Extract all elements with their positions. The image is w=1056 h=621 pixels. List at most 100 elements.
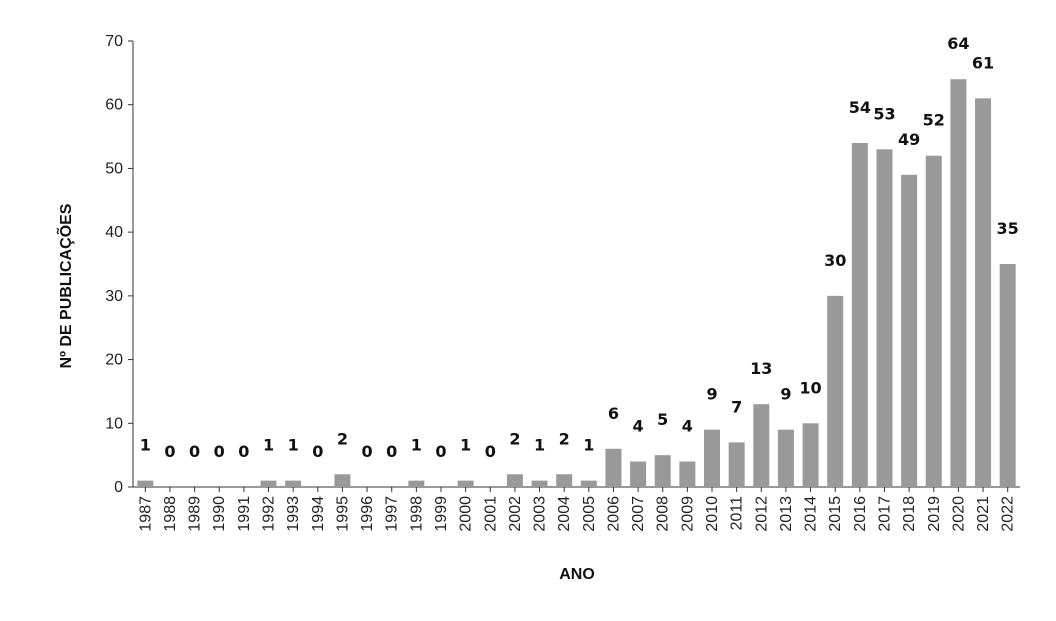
data-label: 4 [682, 417, 693, 436]
x-tick-label: 1996 [359, 496, 376, 532]
data-label: 10 [799, 378, 821, 397]
y-tick-label: 60 [105, 97, 123, 114]
x-tick-label: 1993 [285, 496, 302, 532]
bar [556, 474, 573, 487]
bar [408, 480, 425, 487]
x-tick-label: 2006 [605, 496, 622, 532]
y-axis: 0 10 20 30 40 50 60 70 [105, 33, 134, 496]
y-tick-label: 20 [105, 352, 123, 369]
data-label: 2 [559, 429, 570, 448]
x-tick-label: 2019 [926, 496, 943, 532]
bar [679, 461, 696, 487]
data-label: 4 [633, 417, 644, 436]
x-tick-label: 1997 [384, 496, 401, 532]
data-label: 1 [534, 436, 545, 455]
bars [137, 79, 1016, 488]
data-label: 52 [923, 111, 945, 130]
data-label: 13 [750, 359, 772, 378]
bar [901, 174, 918, 488]
x-tick-label: 2013 [778, 496, 795, 532]
bar [704, 429, 721, 487]
data-label: 1 [411, 436, 422, 455]
bar [753, 404, 770, 487]
bar [630, 461, 647, 487]
x-tick-label: 2008 [655, 496, 672, 532]
data-label: 7 [731, 397, 742, 416]
y-axis-title: Nº DE PUBLICAÇÕES [55, 203, 75, 368]
x-tick-label: 1990 [211, 496, 228, 532]
x-tick-label: 2004 [556, 496, 573, 532]
x-tick-label: 2012 [753, 496, 770, 532]
x-tick-label: 2003 [532, 496, 549, 532]
x-tick-label: 2009 [679, 496, 696, 532]
x-tick-label: 2018 [901, 496, 918, 532]
data-label: 0 [214, 442, 225, 461]
x-tick-label: 1991 [236, 496, 253, 532]
x-tick-label: 2015 [827, 496, 844, 532]
x-tick-label: 1994 [310, 496, 327, 532]
bar [334, 474, 351, 487]
data-label: 1 [140, 436, 151, 455]
y-tick-label: 50 [105, 160, 123, 177]
data-label: 0 [164, 442, 175, 461]
data-label: 30 [824, 251, 846, 270]
data-label: 0 [238, 442, 249, 461]
x-axis-title: ANO [559, 566, 595, 583]
data-label: 0 [361, 442, 372, 461]
x-axis: 1987 1988 1989 1990 1991 1992 1993 1994 1995 1996… [133, 486, 1020, 532]
data-label: 9 [780, 385, 791, 404]
data-label: 9 [706, 385, 717, 404]
data-label: 49 [898, 130, 920, 149]
x-tick-label: 2017 [876, 496, 893, 532]
data-label: 5 [657, 410, 668, 429]
x-tick-label: 2010 [704, 496, 721, 532]
y-tick-label: 30 [105, 288, 123, 305]
x-tick-label: 2007 [630, 496, 647, 532]
x-tick-label: 1992 [261, 496, 278, 532]
bar [950, 79, 967, 487]
data-label: 0 [189, 442, 200, 461]
x-tick-label: 2022 [1000, 496, 1017, 532]
data-label: 2 [509, 429, 520, 448]
bar [999, 264, 1016, 487]
data-label: 2 [337, 429, 348, 448]
data-label: 1 [583, 436, 594, 455]
data-label: 64 [947, 34, 969, 53]
bar [506, 474, 523, 487]
bar [975, 98, 992, 487]
bar [457, 480, 474, 487]
x-tick-label: 2001 [482, 496, 499, 532]
bar [777, 429, 794, 487]
bar [531, 480, 548, 487]
x-tick-label: 1999 [433, 496, 450, 532]
x-tick-label: 1989 [187, 496, 204, 532]
bar [260, 480, 277, 487]
x-tick-label: 2021 [975, 496, 992, 532]
bar [925, 155, 942, 487]
x-tick-label: 1998 [408, 496, 425, 532]
x-tick-label: 1987 [137, 496, 154, 532]
bar [580, 480, 597, 487]
y-tick-label: 0 [114, 479, 123, 496]
x-tick-label: 2014 [803, 496, 820, 532]
data-label: 53 [873, 104, 895, 123]
y-tick-label: 70 [105, 33, 123, 50]
x-tick-label: 1995 [334, 496, 351, 532]
bar [654, 455, 671, 487]
x-tick-label: 2020 [950, 496, 967, 532]
data-label: 35 [997, 219, 1019, 238]
bar [876, 149, 893, 488]
data-label: 0 [485, 442, 496, 461]
x-tick-label: 2000 [458, 496, 475, 532]
bar [137, 480, 154, 487]
data-label: 0 [312, 442, 323, 461]
data-label: 54 [849, 98, 871, 117]
bar [285, 480, 302, 487]
x-tick-label: 1988 [162, 496, 179, 532]
x-tick-label: 2002 [507, 496, 524, 532]
data-label: 6 [608, 404, 619, 423]
data-label: 1 [460, 436, 471, 455]
data-label: 1 [288, 436, 299, 455]
